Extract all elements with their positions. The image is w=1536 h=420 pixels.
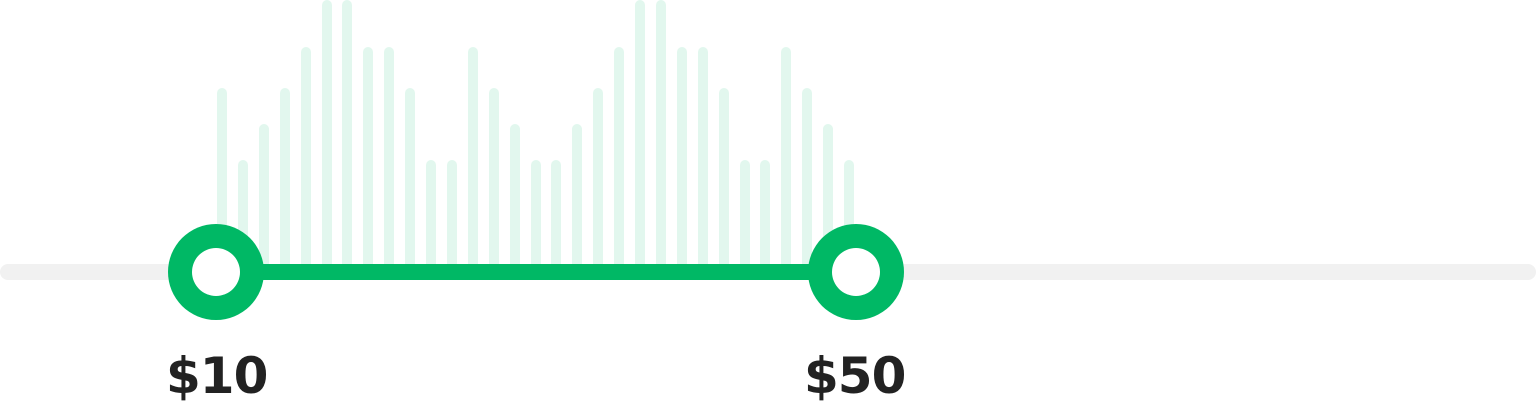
histogram-bar: [698, 47, 708, 272]
min-price-handle[interactable]: [168, 224, 264, 320]
max-price-handle[interactable]: [808, 224, 904, 320]
histogram-bar: [217, 88, 227, 272]
histogram-bar: [259, 124, 269, 272]
histogram-bar: [802, 88, 812, 272]
histogram-bar: [823, 124, 833, 272]
histogram-bar: [719, 88, 729, 272]
price-histogram: [217, 0, 854, 272]
histogram-bar: [342, 0, 352, 272]
histogram-bar: [677, 47, 687, 272]
min-handle-center: [192, 248, 240, 296]
histogram-bar: [322, 0, 332, 272]
histogram-bar: [405, 88, 415, 272]
min-price-label: $10: [166, 347, 268, 405]
histogram-bar: [301, 47, 311, 272]
histogram-bar: [593, 88, 603, 272]
histogram-bar: [844, 160, 854, 272]
histogram-bar: [238, 160, 248, 272]
histogram-bar: [280, 88, 290, 272]
histogram-bar: [635, 0, 645, 272]
histogram-bar: [572, 124, 582, 272]
histogram-bar: [489, 88, 499, 272]
histogram-bar: [510, 124, 520, 272]
slider-selected-range: [216, 264, 856, 280]
max-price-label: $50: [804, 347, 906, 405]
histogram-bar: [363, 47, 373, 272]
histogram-bar: [551, 160, 561, 272]
histogram-bar: [614, 47, 624, 272]
histogram-bar: [656, 0, 666, 272]
histogram-bar: [781, 47, 791, 272]
histogram-bar: [740, 160, 750, 272]
max-handle-center: [832, 248, 880, 296]
histogram-bar: [531, 160, 541, 272]
histogram-bar: [468, 47, 478, 272]
histogram-bar: [760, 160, 770, 272]
histogram-bar: [447, 160, 457, 272]
histogram-bar: [384, 47, 394, 272]
histogram-bar: [426, 160, 436, 272]
